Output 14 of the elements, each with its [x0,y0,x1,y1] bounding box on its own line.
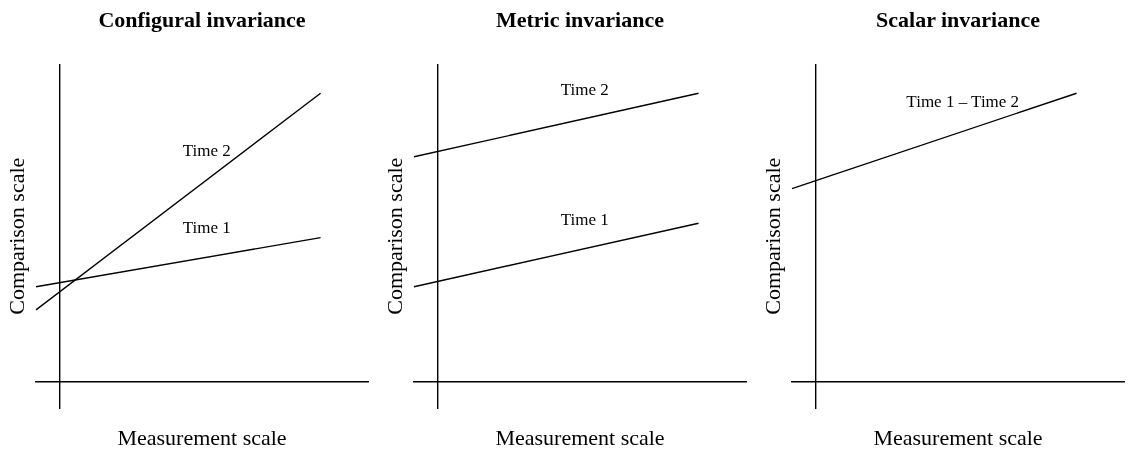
series-label: Time 1 – Time 2 [906,92,1020,112]
x-axis-title: Measurement scale [873,424,1043,450]
series-label: Time 2 [182,140,231,160]
y-axis-title: Comparison scale [759,157,785,315]
chart-title: Configural invariance [98,6,306,32]
series-label: Time 2 [560,79,609,99]
series-label: Time 1 [560,209,609,229]
x-axis-title: Measurement scale [495,424,665,450]
chart-title: Scalar invariance [876,6,1041,32]
y-axis-title: Comparison scale [3,157,29,315]
y-axis-title: Comparison scale [381,157,407,315]
x-axis-title: Measurement scale [117,424,287,450]
chart-title: Metric invariance [496,6,665,32]
series-label: Time 1 [182,218,231,238]
